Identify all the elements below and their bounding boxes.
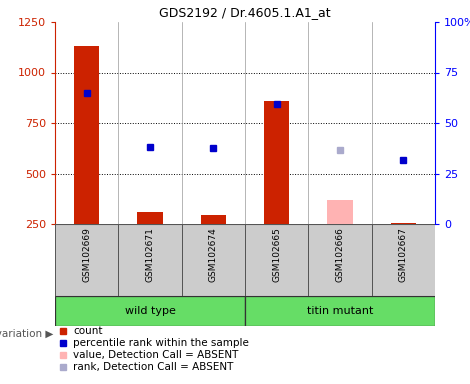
Text: GSM102666: GSM102666 — [336, 228, 345, 283]
Bar — [391, 223, 416, 224]
Text: count: count — [73, 326, 102, 336]
Text: GSM102669: GSM102669 — [82, 228, 91, 283]
Bar — [137, 212, 163, 224]
Text: titin mutant: titin mutant — [307, 306, 373, 316]
Text: genotype/variation ▶: genotype/variation ▶ — [0, 329, 53, 339]
Text: GSM102674: GSM102674 — [209, 228, 218, 282]
Text: wild type: wild type — [125, 306, 175, 316]
Bar — [245, 224, 308, 296]
Text: GSM102671: GSM102671 — [146, 228, 155, 283]
Bar — [245, 296, 435, 326]
Bar — [55, 224, 118, 296]
Text: GSM102667: GSM102667 — [399, 228, 408, 283]
Bar — [372, 224, 435, 296]
Bar — [182, 224, 245, 296]
Bar — [118, 224, 182, 296]
Text: percentile rank within the sample: percentile rank within the sample — [73, 338, 249, 348]
Bar — [55, 296, 245, 326]
Bar — [264, 101, 290, 224]
Text: value, Detection Call = ABSENT: value, Detection Call = ABSENT — [73, 350, 238, 360]
Bar — [74, 46, 99, 224]
Text: GSM102665: GSM102665 — [272, 228, 281, 283]
Bar — [327, 200, 352, 224]
Bar — [308, 224, 372, 296]
Title: GDS2192 / Dr.4605.1.A1_at: GDS2192 / Dr.4605.1.A1_at — [159, 7, 331, 20]
Text: rank, Detection Call = ABSENT: rank, Detection Call = ABSENT — [73, 362, 234, 372]
Bar — [201, 215, 226, 224]
